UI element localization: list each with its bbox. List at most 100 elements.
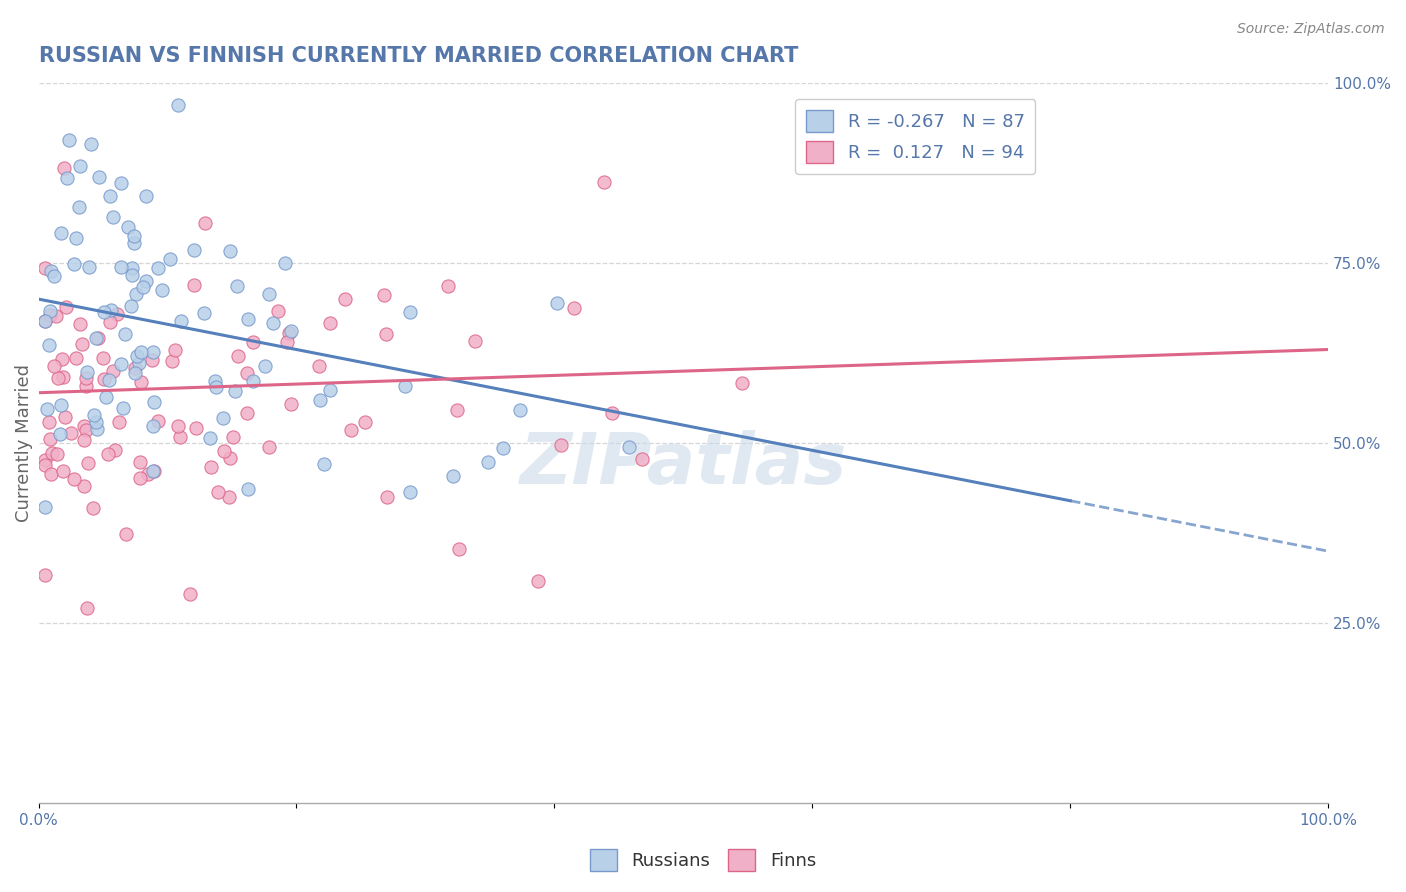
- Point: [509, 403, 531, 417]
- Point: [236, 366, 259, 380]
- Point: [77, 456, 100, 470]
- Point: [446, 403, 468, 417]
- Y-axis label: Currently Married: Currently Married: [15, 364, 32, 522]
- Point: [319, 316, 342, 330]
- Point: [441, 468, 464, 483]
- Point: [204, 374, 226, 388]
- Point: [160, 354, 183, 368]
- Point: [394, 379, 416, 393]
- Point: [335, 292, 357, 306]
- Point: [562, 301, 585, 315]
- Point: [242, 334, 264, 349]
- Point: [63, 472, 86, 486]
- Point: [312, 457, 335, 471]
- Point: [226, 278, 249, 293]
- Point: [526, 574, 548, 588]
- Point: [73, 419, 96, 434]
- Point: [76, 365, 98, 379]
- Point: [114, 327, 136, 342]
- Point: [39, 304, 62, 318]
- Point: [159, 252, 181, 267]
- Point: [464, 334, 486, 348]
- Text: Source: ZipAtlas.com: Source: ZipAtlas.com: [1237, 22, 1385, 37]
- Point: [276, 335, 298, 350]
- Point: [39, 432, 62, 446]
- Point: [52, 464, 75, 478]
- Point: [34, 453, 56, 467]
- Point: [131, 344, 153, 359]
- Point: [339, 423, 361, 437]
- Point: [98, 189, 121, 203]
- Point: [447, 541, 470, 556]
- Point: [34, 260, 56, 275]
- Point: [34, 500, 56, 515]
- Point: [148, 260, 170, 275]
- Point: [77, 260, 100, 275]
- Point: [121, 268, 143, 283]
- Point: [129, 375, 152, 389]
- Point: [150, 284, 173, 298]
- Point: [34, 567, 56, 582]
- Point: [617, 440, 640, 454]
- Point: [399, 484, 422, 499]
- Point: [38, 338, 60, 352]
- Point: [65, 351, 87, 365]
- Point: [166, 97, 188, 112]
- Point: [121, 261, 143, 276]
- Point: [437, 279, 460, 293]
- Point: [120, 299, 142, 313]
- Point: [83, 408, 105, 422]
- Point: [262, 316, 284, 330]
- Point: [110, 357, 132, 371]
- Point: [309, 392, 332, 407]
- Point: [236, 406, 259, 420]
- Point: [82, 500, 104, 515]
- Point: [169, 430, 191, 444]
- Point: [65, 230, 87, 244]
- Point: [75, 423, 97, 437]
- Point: [491, 441, 513, 455]
- Point: [236, 483, 259, 497]
- Text: ZIPatlas: ZIPatlas: [520, 430, 846, 500]
- Point: [53, 161, 76, 176]
- Point: [278, 326, 301, 340]
- Point: [110, 176, 132, 190]
- Point: [104, 443, 127, 458]
- Point: [97, 447, 120, 461]
- Point: [319, 384, 342, 398]
- Point: [51, 352, 73, 367]
- Point: [34, 314, 56, 328]
- Point: [128, 356, 150, 370]
- Point: [46, 447, 69, 461]
- Point: [218, 491, 240, 505]
- Point: [142, 344, 165, 359]
- Point: [169, 314, 191, 328]
- Point: [42, 269, 65, 284]
- Point: [52, 370, 75, 384]
- Point: [55, 170, 77, 185]
- Point: [69, 317, 91, 331]
- Point: [80, 136, 103, 151]
- Point: [194, 216, 217, 230]
- Point: [76, 601, 98, 615]
- Point: [93, 371, 115, 385]
- Point: [127, 349, 149, 363]
- Point: [73, 433, 96, 447]
- Point: [89, 170, 111, 185]
- Point: [193, 305, 215, 319]
- Text: RUSSIAN VS FINNISH CURRENTLY MARRIED CORRELATION CHART: RUSSIAN VS FINNISH CURRENTLY MARRIED COR…: [38, 46, 799, 66]
- Point: [550, 438, 572, 452]
- Point: [86, 421, 108, 435]
- Point: [63, 257, 86, 271]
- Point: [398, 304, 420, 318]
- Point: [124, 366, 146, 380]
- Point: [105, 307, 128, 321]
- Point: [91, 351, 114, 365]
- Point: [280, 397, 302, 411]
- Point: [212, 443, 235, 458]
- Point: [87, 331, 110, 345]
- Point: [143, 465, 166, 479]
- Point: [375, 490, 398, 504]
- Point: [49, 398, 72, 412]
- Point: [142, 395, 165, 409]
